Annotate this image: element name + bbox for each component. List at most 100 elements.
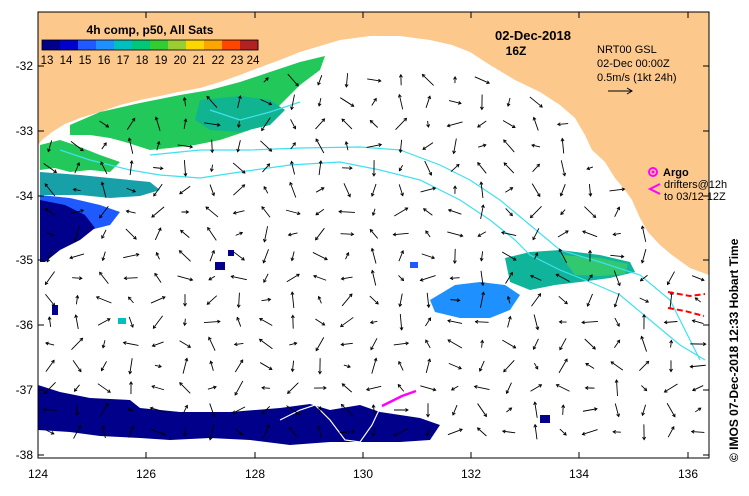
colorbar-swatch: [150, 40, 169, 50]
velocity-arrow-head: [236, 124, 241, 129]
velocity-arrow: [582, 230, 598, 238]
velocity-arrow: [345, 252, 349, 260]
velocity-arrow-head: [315, 211, 320, 216]
velocity-arrow-head: [135, 252, 140, 257]
velocity-arrow: [506, 382, 512, 394]
velocity-arrow: [505, 272, 513, 284]
velocity-arrow-head: [585, 363, 589, 367]
y-tick-label: -34: [16, 189, 34, 203]
velocity-arrow: [533, 362, 539, 370]
velocity-arrow: [340, 233, 354, 235]
red-track-2: [667, 307, 705, 317]
velocity-arrow: [477, 162, 487, 174]
drifters-window: to 03/12 12Z: [664, 191, 726, 203]
velocity-arrow-head: [432, 186, 437, 191]
velocity-arrow-head: [293, 341, 298, 346]
velocity-arrow: [291, 292, 295, 308]
velocity-arrow: [237, 95, 241, 109]
velocity-arrow: [151, 385, 165, 391]
velocity-arrow-head: [347, 364, 351, 369]
velocity-arrow: [231, 275, 247, 281]
velocity-arrow: [209, 403, 215, 417]
velocity-arrow: [614, 206, 620, 218]
velocity-arrow: [341, 342, 353, 346]
velocity-arrow-head: [479, 257, 484, 262]
velocity-arrow-head: [700, 277, 705, 282]
velocity-arrow: [74, 226, 80, 242]
current-contours: [59, 101, 706, 361]
velocity-arrow: [609, 188, 625, 192]
velocity-arrow: [263, 273, 269, 283]
velocity-arrow-head: [529, 214, 534, 219]
velocity-arrow: [287, 73, 299, 87]
velocity-arrow-head: [239, 359, 244, 364]
velocity-arrow-head: [79, 337, 84, 342]
velocity-arrow-head: [663, 389, 668, 393]
velocity-arrow-head: [666, 281, 671, 286]
velocity-arrow-head: [377, 78, 382, 83]
velocity-arrow-head: [153, 192, 157, 197]
colorbar-swatch: [132, 40, 151, 50]
velocity-arrow-head: [642, 436, 647, 441]
velocity-arrow: [319, 406, 321, 414]
colorbar-label: 13: [41, 55, 54, 67]
velocity-arrow: [447, 339, 463, 349]
velocity-arrow-head: [645, 299, 650, 303]
velocity-arrow: [45, 360, 55, 372]
velocity-arrow: [184, 427, 186, 437]
velocity-arrow-head: [76, 162, 81, 166]
velocity-arrow-head: [397, 383, 402, 388]
velocity-arrow-head: [459, 428, 463, 432]
velocity-arrow: [529, 96, 543, 108]
velocity-arrow-head: [317, 370, 322, 375]
velocity-arrow: [315, 227, 325, 241]
velocity-arrow-head: [458, 365, 462, 370]
velocity-arrow-head: [184, 404, 188, 409]
velocity-arrow-head: [338, 209, 342, 214]
velocity-arrow-head: [45, 341, 49, 346]
velocity-arrow: [530, 206, 542, 218]
velocity-arrow-head: [189, 144, 194, 149]
velocity-arrow-head: [506, 295, 511, 300]
velocity-arrow-head: [182, 433, 187, 437]
velocity-arrow-head: [131, 117, 136, 122]
velocity-arrow: [315, 118, 325, 130]
velocity-arrow: [341, 276, 353, 280]
velocity-arrow-head: [400, 192, 404, 197]
velocity-arrow-head: [422, 146, 427, 150]
velocity-arrow: [370, 338, 378, 350]
y-tick-label: -36: [16, 318, 34, 332]
velocity-arrow-head: [672, 413, 676, 418]
drifter-icon: [647, 183, 661, 195]
velocity-arrow-head: [351, 429, 356, 434]
velocity-arrow-head: [534, 252, 539, 256]
velocity-arrow: [233, 251, 245, 261]
velocity-arrow: [556, 273, 570, 283]
velocity-arrow-head: [559, 346, 563, 351]
velocity-arrow: [45, 271, 55, 285]
red-tracks: [667, 291, 706, 317]
velocity-arrow: [318, 425, 322, 439]
velocity-arrow-head: [453, 76, 457, 80]
velocity-arrow: [43, 409, 57, 411]
velocity-arrow: [587, 293, 593, 307]
velocity-arrow-head: [392, 232, 397, 237]
velocity-arrow-head: [702, 342, 707, 347]
velocity-arrow-head: [691, 319, 696, 323]
velocity-arrow: [452, 404, 458, 416]
velocity-arrow: [44, 183, 56, 197]
velocity-arrow-head: [107, 389, 111, 393]
velocity-arrow: [345, 141, 349, 151]
velocity-arrow-head: [532, 236, 536, 241]
velocity-arrow-head: [378, 143, 383, 147]
velocity-arrow-head: [149, 406, 154, 411]
velocity-arrow-head: [536, 193, 541, 198]
velocity-arrow: [260, 140, 272, 152]
velocity-arrow-head: [262, 238, 267, 243]
velocity-arrow: [420, 187, 436, 193]
velocity-arrow: [639, 297, 649, 303]
velocity-arrow-head: [612, 232, 617, 237]
velocity-arrow: [341, 404, 353, 416]
velocity-arrow-head: [100, 367, 105, 372]
velocity-arrow: [507, 97, 511, 107]
